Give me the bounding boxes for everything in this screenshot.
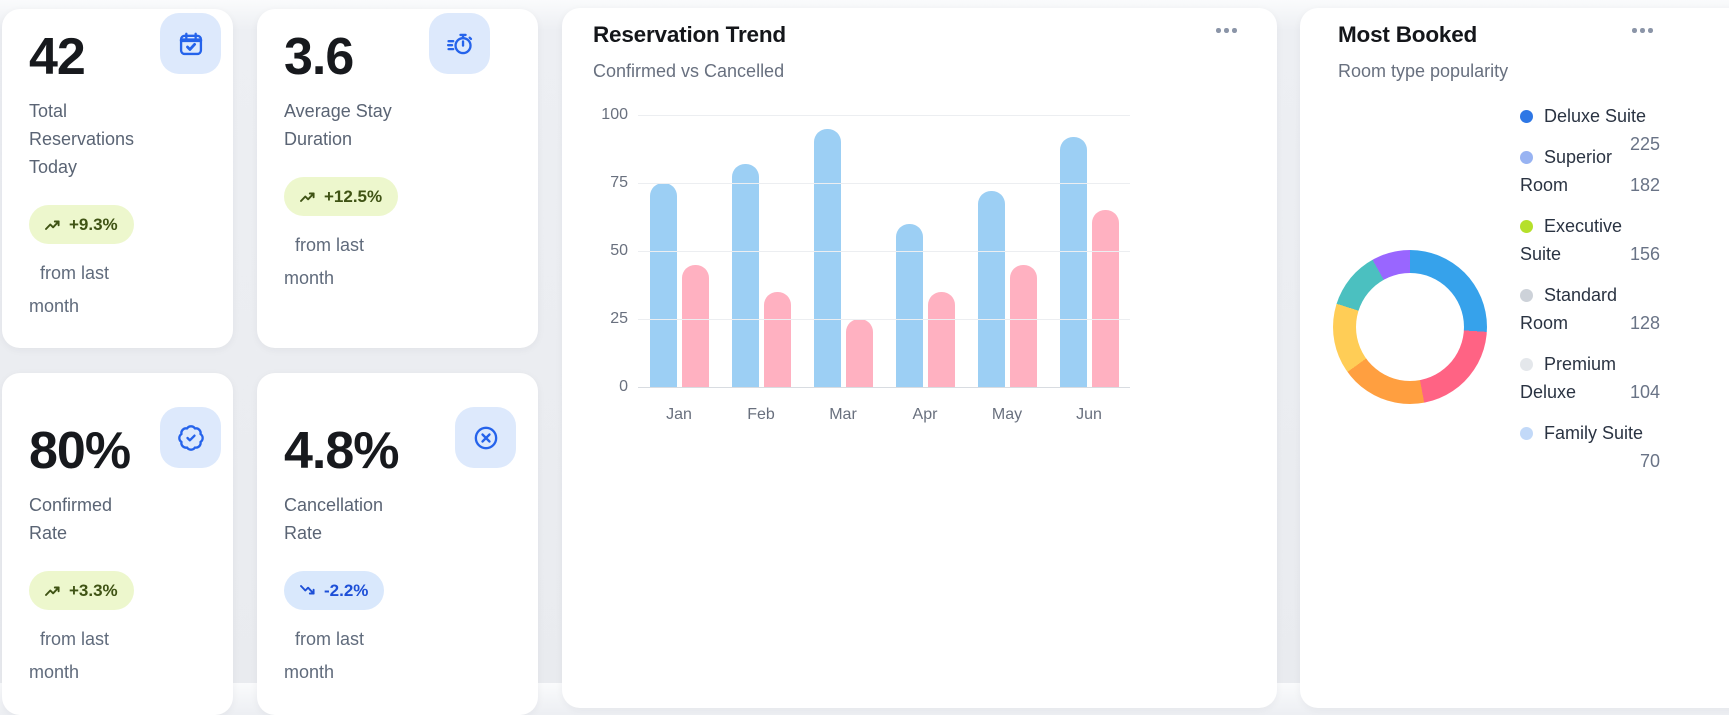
stat-label: Cancellation Rate [284, 495, 384, 543]
stat-footnote: from last month [29, 629, 110, 682]
legend-item: Deluxe Suite 225 [1520, 102, 1660, 154]
confirmed-bar [649, 183, 677, 387]
timer-icon [429, 13, 490, 74]
bar-group [802, 115, 884, 387]
legend-dot [1520, 358, 1533, 371]
bar-group [720, 115, 802, 387]
trend-badge: +12.5% [284, 177, 399, 216]
trending-up-icon [45, 586, 60, 596]
stat-value: 42 [29, 28, 86, 86]
y-tick-label: 25 [610, 310, 628, 327]
calendar-check-icon [160, 13, 221, 74]
chart-title: Reservation Trend [593, 22, 786, 47]
x-tick-label: Feb [747, 406, 775, 423]
reservations-dashboard: { "cards": [ { "value": "42", "label": "… [0, 0, 1729, 683]
stat-value: 80% [29, 422, 131, 480]
card-confirmed-rate: 80% Confirmed Rate +3.3% from last month [2, 373, 233, 715]
badge-text: +9.3% [69, 214, 118, 234]
y-tick-label: 0 [619, 378, 628, 395]
legend-dot [1520, 289, 1533, 302]
legend-item: Executive Suite 156 [1520, 216, 1660, 264]
chart-subtitle: Confirmed vs Cancelled [593, 61, 785, 81]
badge-text: +3.3% [69, 580, 118, 600]
confirmed-bar [1059, 136, 1087, 387]
x-tick-label: Jan [666, 406, 692, 423]
legend-item: Family Suite 70 [1520, 419, 1660, 471]
trending-up-icon [300, 192, 315, 202]
stat-value: 3.6 [284, 28, 354, 86]
confirmed-bar [813, 128, 841, 387]
confirmed-bar [895, 223, 923, 387]
bar-group [638, 115, 720, 387]
badge-text: -2.2% [324, 580, 369, 600]
gridline [638, 251, 1130, 252]
legend-item: Standard Room 128 [1520, 285, 1660, 333]
cancelled-bar [845, 319, 873, 387]
card-cancellation-rate: 4.8% Cancellation Rate -2.2% from last m… [257, 373, 538, 715]
x-tick-label: Mar [829, 406, 857, 423]
confirmed-bar [731, 163, 759, 387]
ellipsis-menu-icon[interactable] [1212, 24, 1241, 37]
y-tick-label: 75 [610, 174, 628, 191]
cancelled-bar [1009, 264, 1037, 387]
x-tick-label: May [991, 406, 1023, 423]
bar-group [966, 115, 1048, 387]
trend-badge: +3.3% [29, 571, 134, 610]
legend-dot [1520, 151, 1533, 164]
bar-groups [638, 115, 1130, 387]
gridline [638, 115, 1130, 116]
x-tick-label: Jun [1076, 406, 1102, 423]
trending-up-icon [45, 220, 60, 230]
circle-x-icon [455, 407, 516, 468]
legend-item: Premium Deluxe 104 [1520, 354, 1660, 402]
badge-check-icon [160, 407, 221, 468]
confirmed-bar [977, 191, 1005, 387]
card-average-stay-duration: 3.6 Average Stay Duration +12.5% from la… [257, 9, 538, 348]
cancelled-bar [681, 264, 709, 387]
gridline [638, 387, 1130, 388]
trend-badge: -2.2% [284, 571, 385, 610]
most-booked-card: Most Booked Room type popularity Deluxe … [1300, 8, 1729, 708]
stat-label: Total Reservations Today [29, 101, 135, 177]
stat-label: Average Stay Duration [284, 101, 392, 149]
stat-footnote: from last month [29, 263, 110, 316]
card-total-reservations: 42 Total Reservations Today +9.3% from l… [2, 9, 233, 348]
trend-badge: +9.3% [29, 205, 134, 244]
most-booked-title: Most Booked [1338, 22, 1478, 47]
donut-chart [1333, 250, 1487, 404]
cancelled-bar [763, 291, 791, 387]
ellipsis-menu-icon[interactable] [1628, 24, 1657, 37]
gridline [638, 183, 1130, 184]
cancelled-bar [1091, 210, 1119, 387]
bar-chart-x-axis: Jan Feb Mar Apr May Jun [638, 406, 1130, 424]
stat-label: Confirmed Rate [29, 495, 113, 543]
cancelled-bar [927, 291, 955, 387]
badge-text: +12.5% [324, 186, 383, 206]
legend-dot [1520, 110, 1533, 123]
bar-chart [638, 115, 1130, 388]
x-tick-label: Apr [912, 406, 938, 423]
legend-dot [1520, 427, 1533, 440]
bar-group [1048, 115, 1130, 387]
legend-dot [1520, 220, 1533, 233]
most-booked-subtitle: Room type popularity [1338, 61, 1509, 81]
bar-chart-y-axis: 0 25 50 75 100 [576, 106, 628, 395]
trending-down-icon [300, 585, 315, 595]
stat-footnote: from last month [284, 629, 365, 682]
stat-value: 4.8% [284, 422, 400, 480]
gridline [638, 319, 1130, 320]
reservation-trend-card: Reservation Trend Confirmed vs Cancelled… [562, 8, 1277, 708]
legend-item: Superior Room 182 [1520, 147, 1660, 195]
room-type-legend: Deluxe Suite 225 Superior Room 182 Executi… [1520, 102, 1660, 475]
y-tick-label: 100 [601, 106, 628, 123]
stat-footnote: from last month [284, 235, 365, 288]
y-tick-label: 50 [610, 242, 628, 259]
